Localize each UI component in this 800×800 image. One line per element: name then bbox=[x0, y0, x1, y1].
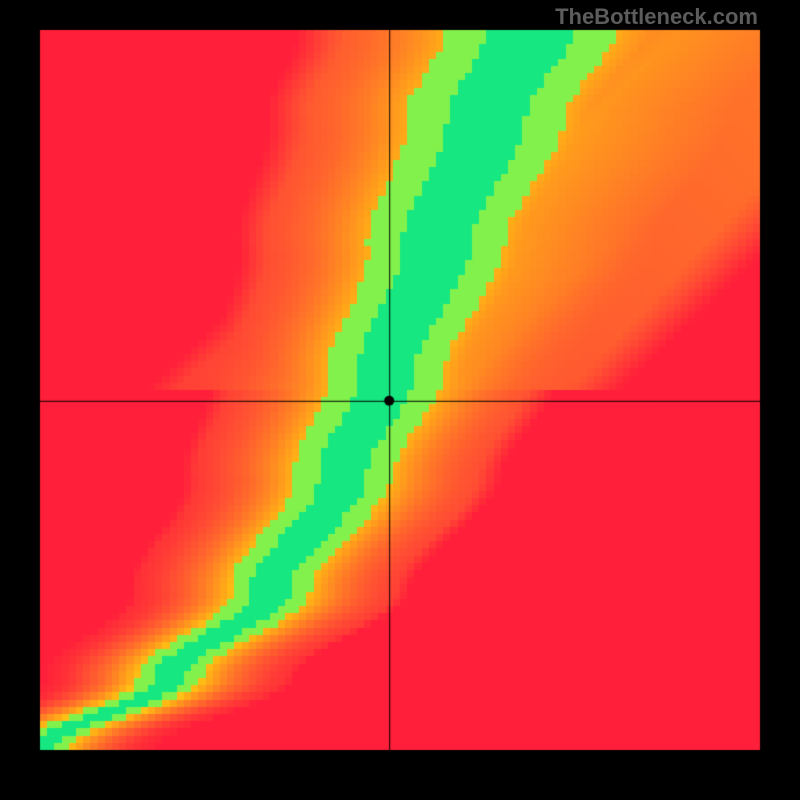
bottleneck-heatmap bbox=[0, 0, 800, 800]
chart-container: TheBottleneck.com bbox=[0, 0, 800, 800]
watermark-text: TheBottleneck.com bbox=[555, 4, 758, 30]
